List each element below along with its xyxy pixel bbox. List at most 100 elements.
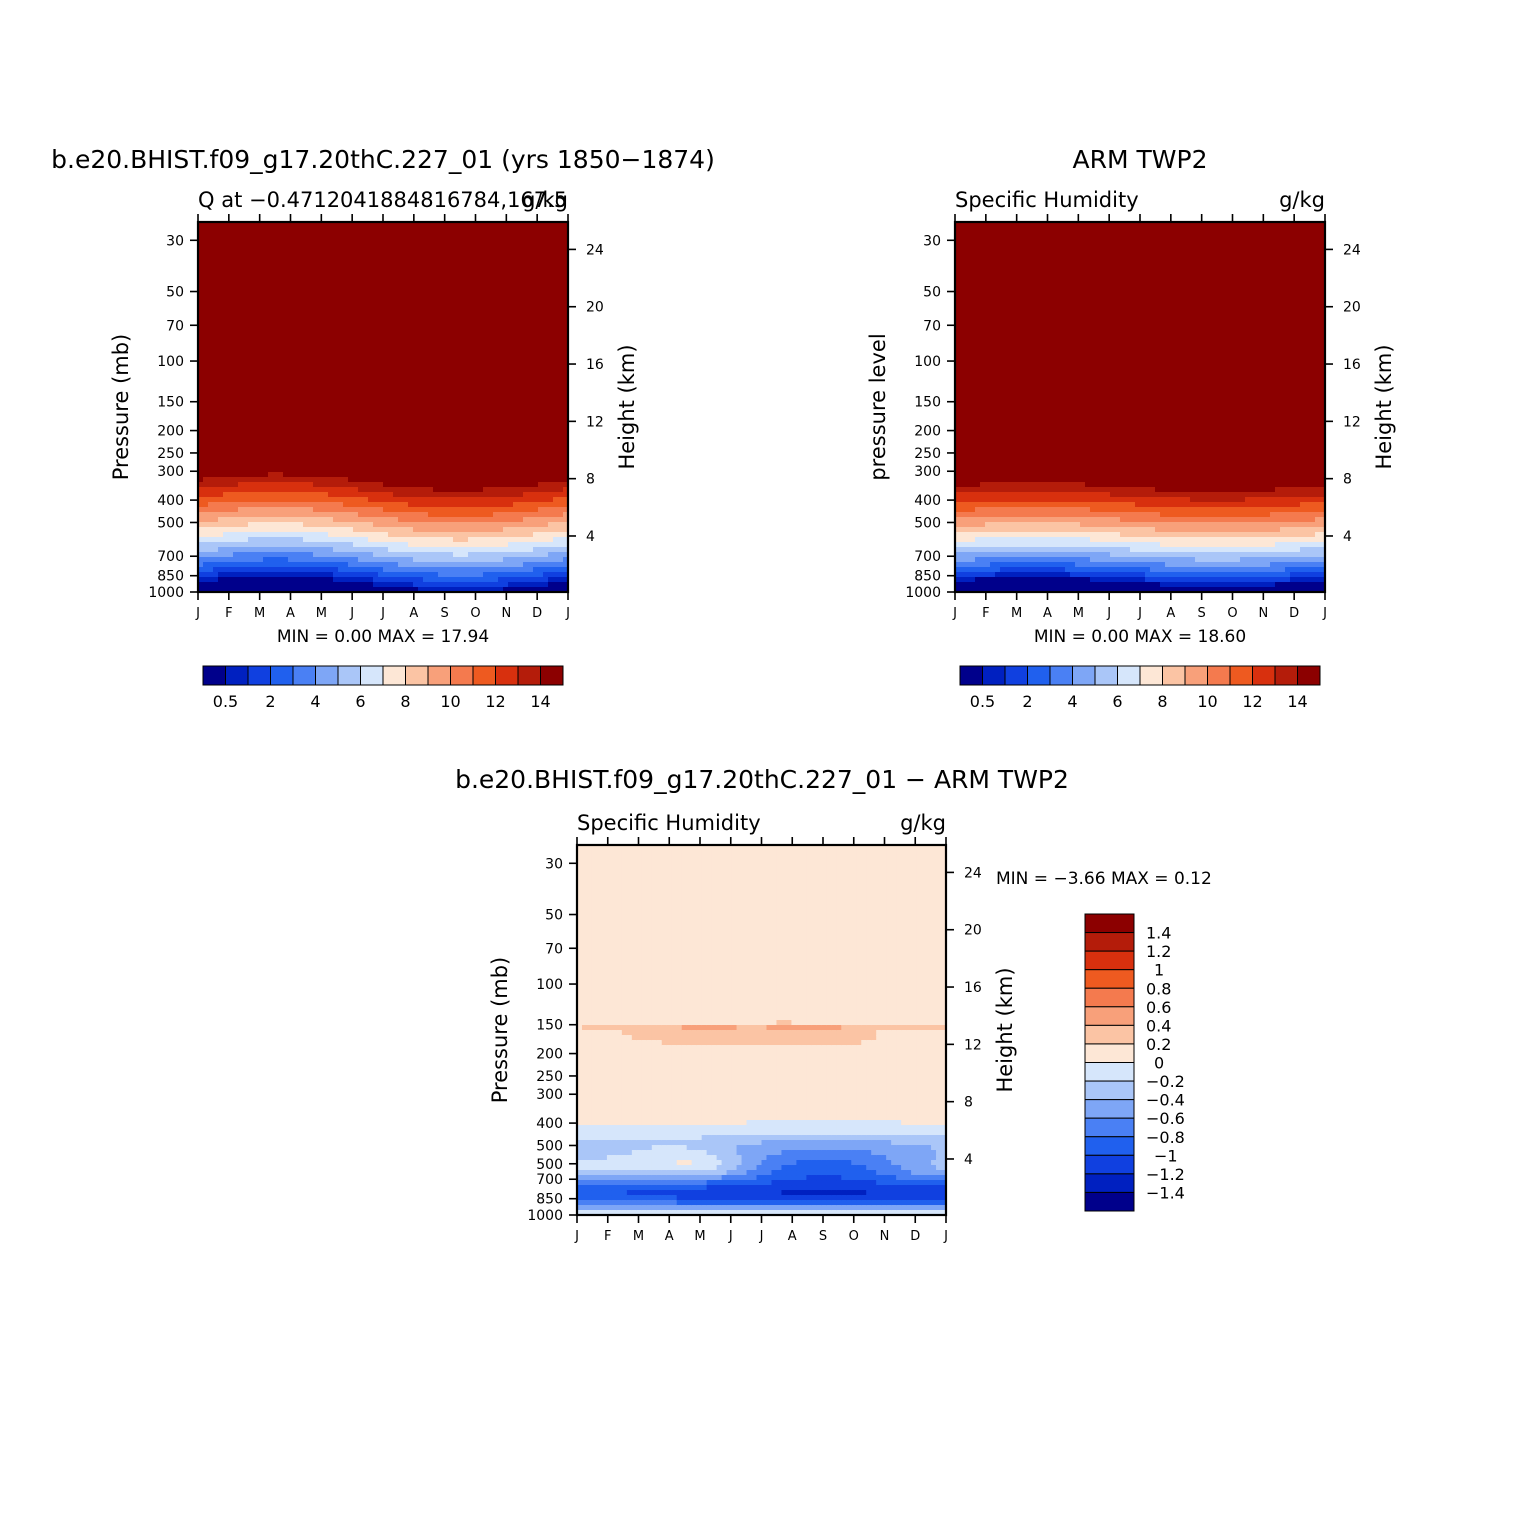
field-cell [393,537,399,543]
field-cell [463,577,469,583]
field-cell [503,572,509,578]
field-cell [318,227,324,233]
field-cell [333,452,339,458]
field-cell [488,467,494,473]
field-cell [528,292,534,298]
field-cell [418,342,424,348]
field-cell [398,507,404,513]
field-cell [328,372,334,378]
field-cell [463,352,469,358]
field-cell [398,537,404,543]
field-cell [503,382,509,388]
field-cell [288,367,294,373]
field-cell [273,547,279,553]
field-cell [513,267,519,273]
field-cell [363,477,369,483]
field-cell [388,547,394,553]
field-cell [293,562,299,568]
field-cell [413,467,419,473]
field-cell [488,492,494,498]
field-cell [433,352,439,358]
field-cell [283,377,289,383]
field-cell [323,377,329,383]
field-cell [328,322,334,328]
field-cell [388,232,394,238]
field-cell [508,582,514,588]
field-cell [283,402,289,408]
field-cell [268,497,274,503]
field-cell [528,252,534,258]
field-cell [283,342,289,348]
field-cell [223,477,229,483]
field-cell [378,377,384,383]
field-cell [528,232,534,238]
field-cell [258,317,264,323]
field-cell [223,342,229,348]
field-cell [383,582,389,588]
field-cell [328,437,334,443]
field-cell [363,412,369,418]
field-cell [283,322,289,328]
field-cell [348,382,354,388]
field-cell [488,407,494,413]
field-cell [483,552,489,558]
field-cell [303,442,309,448]
field-cell [218,582,224,588]
field-cell [488,362,494,368]
field-cell [453,512,459,518]
field-cell [348,412,354,418]
field-cell [408,442,414,448]
field-cell [388,327,394,333]
field-cell [338,562,344,568]
field-cell [203,402,209,408]
field-cell [293,462,299,468]
field-cell [428,482,434,488]
field-cell [518,242,524,248]
field-cell [233,307,239,313]
field-cell [513,452,519,458]
field-cell [383,317,389,323]
field-cell [453,377,459,383]
field-cell [263,472,269,478]
field-cell [258,542,264,548]
field-cell [378,432,384,438]
field-cell [523,432,529,438]
field-cell [333,372,339,378]
field-cell [533,377,539,383]
field-cell [338,367,344,373]
field-cell [518,567,524,573]
field-cell [233,267,239,273]
field-cell [248,502,254,508]
field-cell [463,482,469,488]
field-cell [373,462,379,468]
field-cell [433,297,439,303]
field-cell [203,427,209,433]
field-cell [358,567,364,573]
field-cell [238,277,244,283]
field-cell [508,352,514,358]
field-cell [278,407,284,413]
field-cell [528,327,534,333]
field-cell [383,452,389,458]
field-cell [233,487,239,493]
field-cell [518,542,524,548]
field-cell [423,532,429,538]
field-cell [518,252,524,258]
field-cell [328,522,334,528]
field-cell [288,382,294,388]
field-cell [263,422,269,428]
field-cell [328,357,334,363]
field-cell [513,462,519,468]
field-cell [373,567,379,573]
field-cell [523,447,529,453]
field-cell [228,307,234,313]
field-cell [493,312,499,318]
field-cell [308,407,314,413]
field-cell [338,292,344,298]
field-cell [293,432,299,438]
field-cell [308,557,314,563]
field-cell [428,317,434,323]
field-cell [338,317,344,323]
field-cell [233,532,239,538]
field-cell [503,527,509,533]
